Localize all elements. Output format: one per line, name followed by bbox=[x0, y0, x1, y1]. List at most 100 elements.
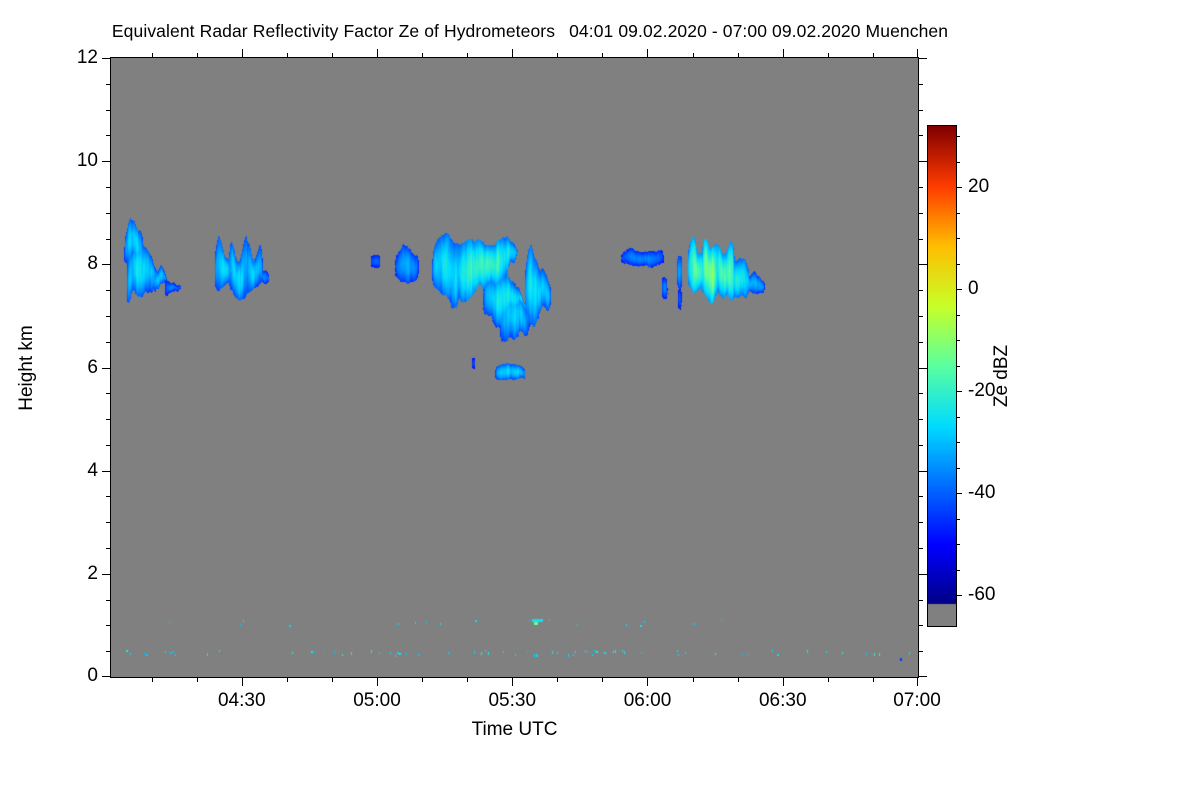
y-tick-label: 0 bbox=[87, 665, 98, 686]
y-tick-minor bbox=[106, 651, 111, 653]
y-tick-minor bbox=[106, 419, 111, 421]
colorbar-title: Ze dBZ bbox=[991, 344, 1012, 408]
colorbar-tick-minor bbox=[956, 569, 960, 571]
y-axis-title: Height km bbox=[16, 324, 37, 411]
colorbar-tick-minor bbox=[956, 212, 960, 214]
x-tick-label: 05:30 bbox=[488, 690, 537, 711]
y-tick-label: 12 bbox=[76, 47, 98, 68]
colorbar-tick-minor bbox=[956, 263, 960, 265]
colorbar-tick bbox=[956, 493, 962, 495]
colorbar: -60 -40 -20 0 20 bbox=[927, 125, 995, 627]
x-tick-major bbox=[917, 677, 918, 686]
colorbar-tick-minor bbox=[956, 365, 960, 367]
y-tick-minor bbox=[106, 599, 111, 601]
x-tick-label: 05:00 bbox=[353, 690, 401, 711]
colorbar-tick bbox=[956, 289, 962, 291]
colorbar-tick-minor bbox=[956, 518, 960, 520]
y-tick-minor-right bbox=[918, 290, 923, 292]
x-tick-minor-top bbox=[467, 53, 469, 58]
y-tick-label: 10 bbox=[76, 150, 98, 172]
colorbar-tick-minor bbox=[956, 314, 960, 316]
colorbar-tick bbox=[956, 187, 962, 189]
x-tick-label: 06:00 bbox=[623, 690, 672, 711]
y-tick-minor-right bbox=[918, 651, 923, 653]
colorbar-tick bbox=[956, 595, 962, 597]
x-tick-minor bbox=[692, 677, 694, 682]
y-tick-minor-right bbox=[918, 341, 923, 343]
x-tick-minor-top bbox=[692, 53, 694, 58]
y-tick-major bbox=[102, 58, 111, 59]
y-tick-minor-right bbox=[918, 83, 923, 85]
y-tick-minor-right bbox=[918, 548, 923, 550]
x-tick-major-top bbox=[376, 49, 378, 58]
x-tick-label: 06:30 bbox=[758, 690, 807, 711]
y-tick-minor-right bbox=[918, 212, 923, 214]
x-tick-minor bbox=[151, 677, 153, 682]
y-tick-minor-right bbox=[918, 419, 923, 421]
y-tick-minor-right bbox=[918, 625, 923, 627]
y-tick-minor bbox=[106, 83, 111, 85]
x-tick-label: 04:30 bbox=[217, 690, 266, 711]
x-tick-minor-top bbox=[422, 53, 424, 58]
x-tick-major-top bbox=[512, 49, 514, 58]
y-tick-minor bbox=[106, 238, 111, 240]
x-tick-major bbox=[376, 677, 378, 686]
y-tick-minor bbox=[106, 212, 111, 214]
x-tick-minor bbox=[827, 677, 829, 682]
y-tick-minor-right bbox=[918, 393, 923, 395]
colorbar-gradient bbox=[927, 125, 957, 627]
y-tick-minor-right bbox=[918, 522, 923, 524]
title-main-text: Equivalent Radar Reflectivity Factor Ze … bbox=[111, 21, 556, 41]
x-tick-minor bbox=[196, 677, 198, 682]
x-tick-minor-top bbox=[196, 53, 198, 58]
y-tick-label: 8 bbox=[87, 253, 98, 275]
y-tick-minor-right bbox=[918, 238, 923, 240]
colorbar-tick-label: 0 bbox=[968, 278, 979, 300]
y-tick-major bbox=[102, 161, 111, 163]
title-time-range: 04:01 09.02.2020 - 07:00 09.02.2020 Muen… bbox=[569, 21, 949, 41]
y-tick-major-right bbox=[918, 161, 927, 163]
x-tick-minor bbox=[602, 677, 604, 682]
y-tick-major-right bbox=[918, 573, 927, 575]
x-tick-minor-top bbox=[151, 53, 153, 58]
colorbar-tick-label: -60 bbox=[968, 584, 996, 606]
y-tick-minor-right bbox=[918, 599, 923, 601]
colorbar-tick-minor bbox=[956, 544, 960, 546]
x-tick-major-top bbox=[647, 49, 649, 58]
y-tick-major bbox=[102, 676, 111, 677]
y-tick-minor bbox=[106, 393, 111, 395]
y-tick-minor bbox=[106, 444, 111, 446]
x-tick-minor-top bbox=[557, 53, 559, 58]
y-tick-minor bbox=[106, 341, 111, 343]
y-tick-major-right bbox=[918, 676, 927, 677]
y-tick-major bbox=[102, 367, 111, 369]
colorbar-tick-label: -40 bbox=[968, 482, 996, 504]
colorbar-tick-minor bbox=[956, 442, 960, 444]
y-tick-minor bbox=[106, 109, 111, 111]
x-tick-minor-top bbox=[286, 53, 288, 58]
x-tick-minor bbox=[737, 677, 739, 682]
colorbar-tick bbox=[956, 391, 962, 393]
colorbar-tick-label: -20 bbox=[968, 380, 996, 402]
x-tick-major bbox=[647, 677, 649, 686]
x-tick-major bbox=[512, 677, 514, 686]
y-tick-minor bbox=[106, 496, 111, 498]
y-tick-label: 6 bbox=[87, 356, 98, 378]
plot-area: 0 2 4 6 8 10 12 04:30 05:00 05:30 06:00 06:30 07:00… bbox=[16, 47, 941, 740]
y-tick-major-right bbox=[918, 367, 927, 369]
y-tick-minor bbox=[106, 186, 111, 188]
y-tick-minor-right bbox=[918, 186, 923, 188]
y-tick-minor bbox=[106, 135, 111, 137]
x-tick-minor bbox=[872, 677, 874, 682]
x-tick-major-top bbox=[241, 49, 243, 58]
y-tick-minor-right bbox=[918, 109, 923, 111]
radar-heatmap-canvas bbox=[111, 58, 918, 677]
x-tick-minor bbox=[286, 677, 288, 682]
x-tick-label: 07:00 bbox=[893, 690, 941, 711]
y-tick-label: 4 bbox=[87, 459, 98, 481]
colorbar-tick-minor bbox=[956, 136, 960, 138]
colorbar-tick-minor bbox=[956, 340, 960, 342]
y-tick-minor bbox=[106, 548, 111, 550]
y-tick-label: 2 bbox=[87, 562, 98, 584]
